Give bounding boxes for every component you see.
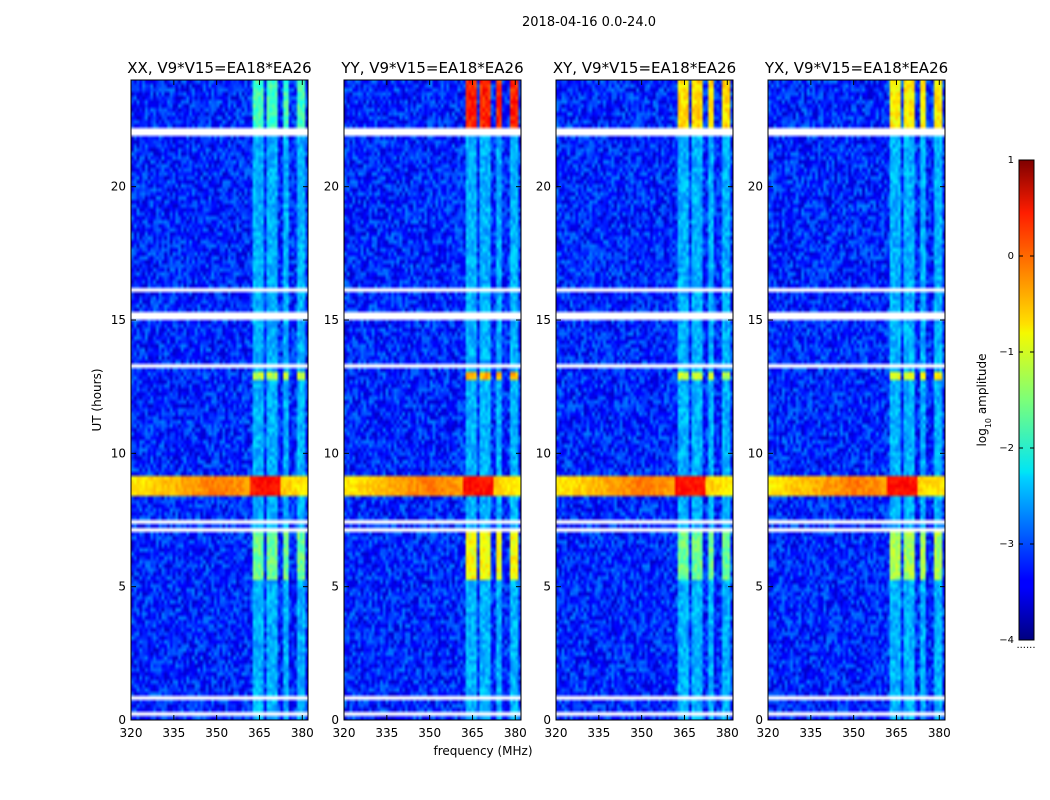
panel-xx: XX, V9*V15=EA18*EA26 320 335 350 365 380 0 5 10 1…: [111, 59, 314, 740]
x-tick-label: 335: [162, 726, 185, 740]
x-tick-label: 365: [461, 726, 484, 740]
y-tick-label: 10: [324, 446, 339, 460]
y-tick-label: 20: [748, 180, 763, 194]
x-tick-label: 335: [799, 726, 822, 740]
colorbar-label: log10 amplitude: [975, 354, 993, 447]
x-tick-label: 380: [928, 726, 951, 740]
panel-frame: [130, 79, 309, 721]
colorbar-ticks: −4 −3 −2 −1 0 1: [999, 155, 1034, 646]
x-tick-label: 320: [545, 726, 568, 740]
y-tick-label: 10: [111, 446, 126, 460]
x-tick-label: 335: [587, 726, 610, 740]
x-tick-label: 335: [375, 726, 398, 740]
x-tick-label: 365: [248, 726, 271, 740]
panel-frame: [767, 79, 946, 721]
y-tick-label: 0: [543, 713, 551, 727]
colorbar-label-sub: 10: [984, 418, 993, 428]
x-tick-label: 365: [673, 726, 696, 740]
y-tick-label: 5: [543, 580, 551, 594]
colorbar-tick-label: 1: [1008, 155, 1014, 166]
panel-yx: YX, V9*V15=EA18*EA26 320 335 350 365 380 0 5 10 1…: [748, 59, 951, 740]
panel-title: YY, V9*V15=EA18*EA26: [340, 59, 523, 77]
colorbar-tick-label: −4: [999, 635, 1014, 646]
figure-title: 2018-04-16 0.0-24.0: [522, 15, 656, 30]
y-tick-label: 5: [331, 580, 339, 594]
colorbar-tick-label: 0: [1008, 251, 1014, 262]
panel-yy: YY, V9*V15=EA18*EA26 320 335 350 365 380 0 5 10 1…: [324, 59, 527, 740]
colorbar-label-suffix: amplitude: [975, 354, 989, 418]
colorbar-tick-label: −3: [999, 539, 1014, 550]
y-tick-label: 15: [748, 313, 763, 327]
heatmap-image: [768, 80, 945, 720]
x-tick-label: 320: [333, 726, 356, 740]
heatmap-image: [344, 80, 521, 720]
y-tick-label: 0: [118, 713, 126, 727]
y-axis-label: UT (hours): [90, 368, 104, 431]
x-tick-label: 320: [120, 726, 143, 740]
y-tick-label: 10: [748, 446, 763, 460]
panel-title: XY, V9*V15=EA18*EA26: [553, 59, 736, 77]
y-tick-label: 5: [755, 580, 763, 594]
x-tick-label: 380: [716, 726, 739, 740]
colorbar-tick-label: −1: [999, 347, 1014, 358]
y-tick-label: 0: [755, 713, 763, 727]
y-tick-label: 5: [118, 580, 126, 594]
panel-xy: XY, V9*V15=EA18*EA26 320 335 350 365 380 0 5 10 1…: [536, 59, 739, 740]
x-tick-label: 320: [757, 726, 780, 740]
panel-frame: [555, 79, 734, 721]
y-tick-label: 20: [324, 180, 339, 194]
y-tick-label: 20: [111, 180, 126, 194]
x-tick-label: 365: [885, 726, 908, 740]
y-tick-label: 15: [111, 313, 126, 327]
heatmap-image: [556, 80, 733, 720]
y-tick-label: 15: [324, 313, 339, 327]
heatmap-image: [131, 80, 308, 720]
y-tick-label: 10: [536, 446, 551, 460]
colorbar-label-prefix: log: [975, 428, 989, 446]
x-tick-label: 350: [418, 726, 441, 740]
x-axis-label: frequency (MHz): [433, 744, 532, 758]
panel-title: YX, V9*V15=EA18*EA26: [764, 59, 948, 77]
y-tick-label: 15: [536, 313, 551, 327]
colorbar: −4 −3 −2 −1 0 1 ...... log10 amplitude: [975, 155, 1036, 651]
x-tick-label: 350: [630, 726, 653, 740]
panel-frame: [343, 79, 522, 721]
panels: XX, V9*V15=EA18*EA26 320 335 350 365 380 0 5 10 1…: [111, 59, 951, 740]
y-tick-label: 20: [536, 180, 551, 194]
panel-title: XX, V9*V15=EA18*EA26: [127, 59, 311, 77]
y-tick-label: 0: [331, 713, 339, 727]
x-tick-label: 350: [205, 726, 228, 740]
x-tick-label: 380: [504, 726, 527, 740]
colorbar-tick-label: −2: [999, 443, 1014, 454]
x-tick-label: 350: [842, 726, 865, 740]
colorbar-gradient: [1018, 159, 1035, 641]
colorbar-under-label: ......: [1016, 640, 1035, 651]
x-tick-label: 380: [291, 726, 314, 740]
